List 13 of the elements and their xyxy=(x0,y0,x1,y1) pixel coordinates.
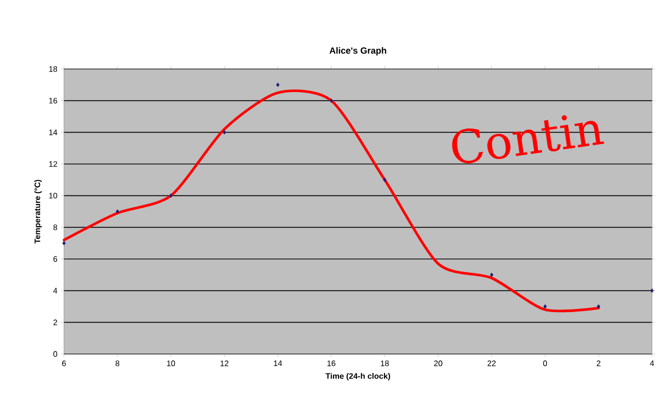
point xyxy=(169,193,173,198)
point xyxy=(383,178,386,182)
point xyxy=(543,304,547,309)
point xyxy=(330,98,333,103)
point xyxy=(490,272,494,278)
chart-title: Alice's Graph xyxy=(330,47,386,56)
annotation: Contin xyxy=(452,115,604,164)
point xyxy=(116,209,120,214)
point xyxy=(62,240,66,246)
point xyxy=(222,130,226,135)
point xyxy=(596,304,600,309)
point xyxy=(276,82,280,88)
point xyxy=(650,288,654,293)
